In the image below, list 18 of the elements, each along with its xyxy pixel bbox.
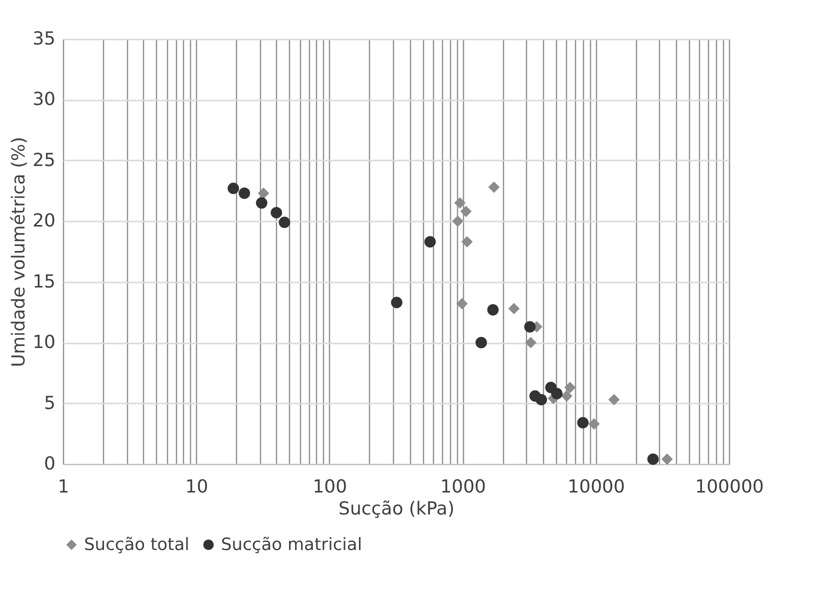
y-tick-label: 30: [32, 89, 56, 110]
x-tick-label: 1000: [440, 476, 486, 498]
x-tick-label: 10: [185, 476, 208, 498]
x-tick-label: 100000: [695, 476, 764, 498]
legend-label: Sucção total: [84, 534, 190, 555]
y-tick-label: 35: [32, 28, 56, 50]
x-tick-label: 10000: [568, 476, 625, 498]
x-tick-label: 1: [58, 476, 70, 498]
legend-label: Sucção matricial: [221, 534, 362, 555]
y-tick-label: 20: [32, 210, 56, 232]
y-tick-label: 5: [44, 392, 56, 414]
y-tick-label: 15: [32, 271, 56, 292]
y-axis-title: Umidade volumétrica (%): [8, 136, 30, 368]
y-tick-label: 25: [32, 150, 56, 171]
y-tick-label: 10: [32, 332, 56, 354]
x-tick-label: 100: [312, 476, 348, 498]
y-tick-label: 0: [44, 454, 56, 474]
x-axis-title: Sucção (kPa): [338, 498, 454, 520]
